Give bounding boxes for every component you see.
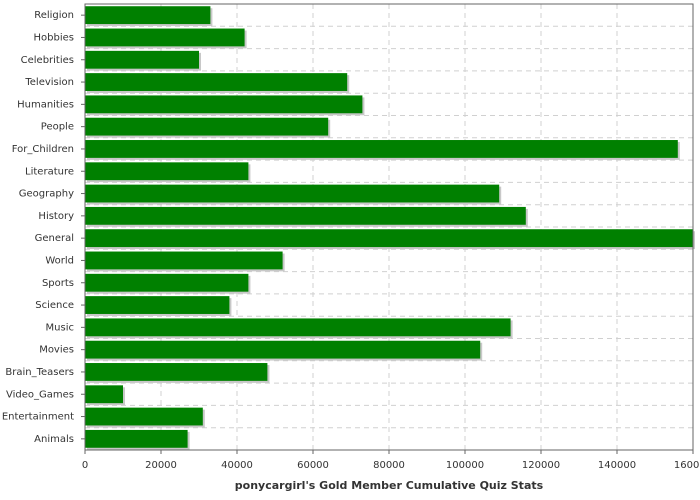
x-tick-label: 0 [82,460,88,471]
bar [85,363,268,381]
y-tick-label: Religion [34,10,74,21]
y-tick-label: Hobbies [34,32,74,43]
y-tick-label: History [38,211,74,222]
y-tick-label: People [41,122,74,133]
y-tick-label: Movies [39,345,74,356]
y-tick-label: For_Children [12,144,74,155]
bar [85,140,678,158]
bar [85,117,329,136]
y-tick-label: Science [35,300,74,311]
y-tick-label: Humanities [17,99,74,110]
x-tick-label: 80000 [373,460,405,471]
bar [85,296,230,314]
x-tick-label: 120000 [522,460,560,471]
y-tick-label: General [35,233,74,244]
bar [85,385,123,404]
bar [85,162,249,181]
bar [85,273,249,292]
x-tick-label: 100000 [446,460,484,471]
x-tick-label: 20000 [145,460,177,471]
x-axis-label: ponycargirl's Gold Member Cumulative Qui… [235,479,544,492]
y-tick-label: Geography [19,189,74,200]
bar [85,429,188,448]
x-tick-label: 160000 [674,460,700,471]
x-tick-label: 140000 [598,460,636,471]
bar [85,340,481,359]
bar [85,407,203,426]
x-tick-label: 40000 [221,460,253,471]
bar [85,50,199,69]
bar [85,28,245,47]
bar [85,6,211,25]
y-tick-label: Video_Games [6,389,74,400]
y-tick-label: Animals [34,434,74,445]
bar [85,95,363,114]
bar [85,318,511,337]
bar [85,73,348,91]
plot-frame [84,3,694,451]
y-tick-label: Literature [25,166,74,177]
x-tick-label: 60000 [297,460,329,471]
bar [85,229,693,248]
y-tick-label: Celebrities [21,55,74,66]
y-tick-label: Television [24,77,74,88]
bar [85,206,526,225]
y-tick-label: Brain_Teasers [5,367,74,378]
bar [85,251,283,270]
bar [85,184,500,203]
y-tick-label: Entertainment [2,412,74,423]
y-tick-label: Sports [42,278,74,289]
y-tick-label: Music [46,322,74,333]
y-tick-label: World [45,255,74,266]
